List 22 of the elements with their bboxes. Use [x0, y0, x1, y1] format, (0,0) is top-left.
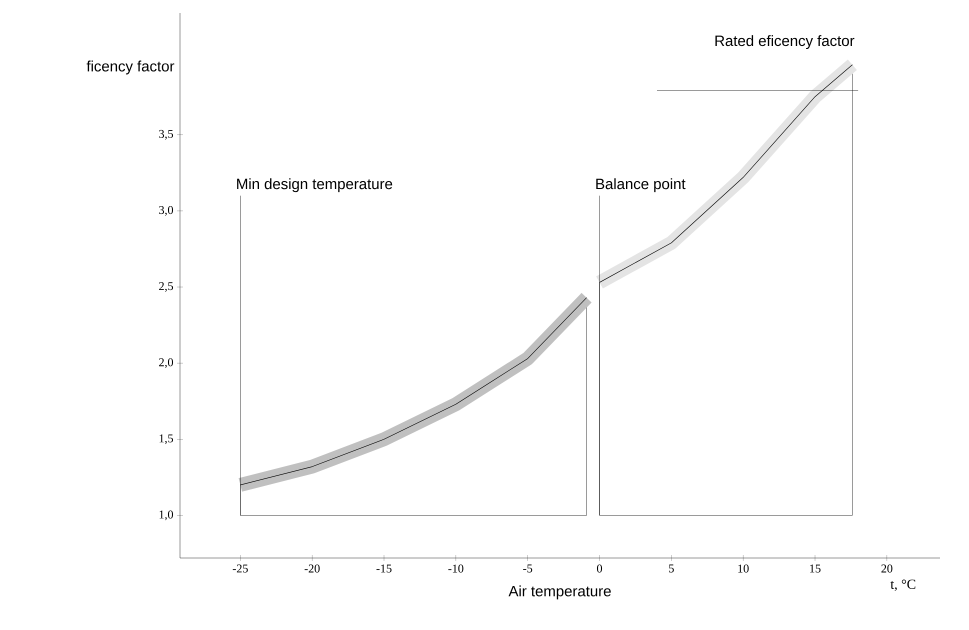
x-tick-label: -10: [448, 564, 464, 573]
x-tick-label: 0: [596, 564, 602, 573]
x-tick-label: 20: [881, 564, 892, 573]
ref-line-label: Balance point: [596, 178, 686, 192]
x-axis-title: Air temperature: [508, 585, 611, 600]
y-tick-label: 1,5: [160, 434, 174, 444]
y-tick-label: 2,5: [159, 282, 174, 292]
y-tick-label: 3,0: [159, 206, 174, 216]
x-tick-label: -25: [232, 564, 248, 573]
x-tick-label: 10: [738, 564, 749, 573]
x-tick-label: -5: [523, 564, 532, 572]
text: t, °C: [890, 580, 916, 591]
ref-line-label: Rated eficency factor: [715, 35, 854, 50]
y-tick-label: 1,0: [160, 510, 174, 520]
x-tick-label: 15: [810, 564, 821, 573]
y-tick-label: 2,0: [159, 358, 174, 368]
x-tick-label: -20: [304, 564, 320, 573]
x-tick-label: 5: [669, 564, 674, 572]
y-tick-label: 3,5: [159, 130, 174, 140]
ref-line-label: Min design temperature: [237, 178, 392, 192]
x-tick-label: -15: [376, 564, 392, 573]
y-axis-title: ficency factor: [86, 60, 174, 74]
